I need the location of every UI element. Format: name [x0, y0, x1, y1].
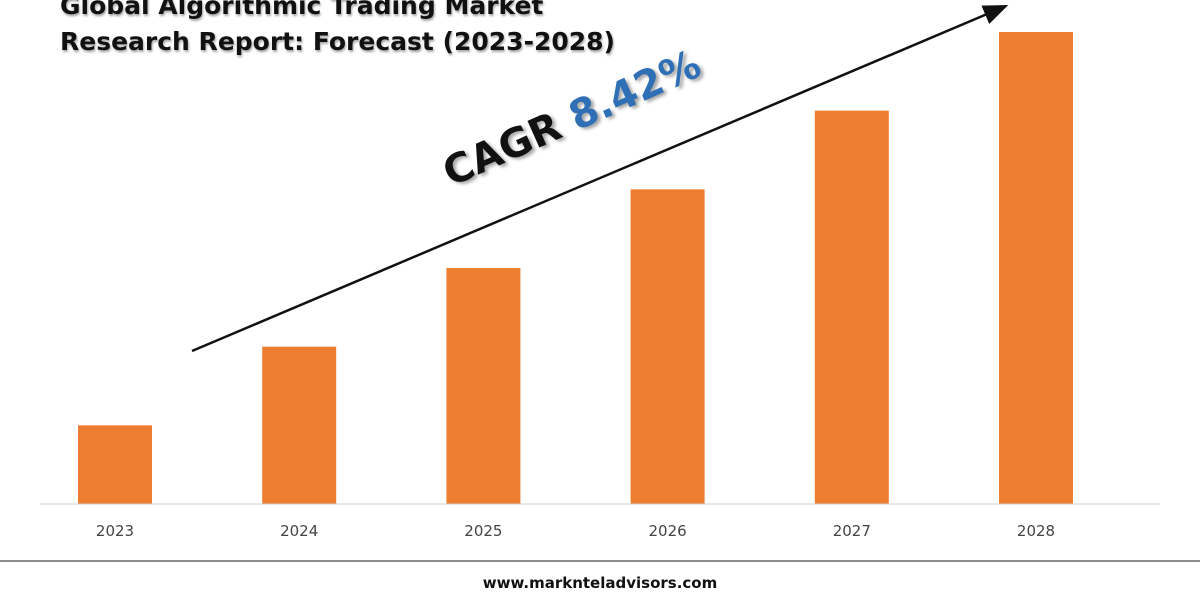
- footer: www.marknteladvisors.com: [0, 560, 1200, 602]
- bar-2026: [630, 189, 705, 505]
- bar-2025: [446, 268, 521, 504]
- x-tick-labels: 2023 2024 2025 2026 2027 2028: [96, 522, 1055, 540]
- bar-2024: [262, 346, 337, 504]
- bar-2028: [999, 32, 1073, 504]
- x-tick-label-2024: 2024: [280, 522, 318, 540]
- footer-url: www.marknteladvisors.com: [482, 574, 718, 592]
- chart-title: Global Algorithmic Trading Market Resear…: [60, 0, 615, 60]
- chart-title-line-1: Global Algorithmic Trading Market: [60, 0, 544, 20]
- bars-layer: [78, 32, 1073, 505]
- bar-2027: [814, 110, 889, 505]
- x-tick-label-2027: 2027: [833, 522, 871, 540]
- x-tick-label-2025: 2025: [464, 522, 502, 540]
- trend-arrow: [191, 4, 1009, 353]
- bar-2023: [78, 425, 152, 504]
- bar-chart: 2023 2024 2025 2026 2027 2028: [40, 4, 1160, 540]
- x-tick-label-2028: 2028: [1017, 522, 1055, 540]
- chart-title-line-2: Research Report: Forecast (2023-2028): [60, 27, 615, 56]
- x-tick-label-2026: 2026: [649, 522, 687, 540]
- x-tick-label-2023: 2023: [96, 522, 134, 540]
